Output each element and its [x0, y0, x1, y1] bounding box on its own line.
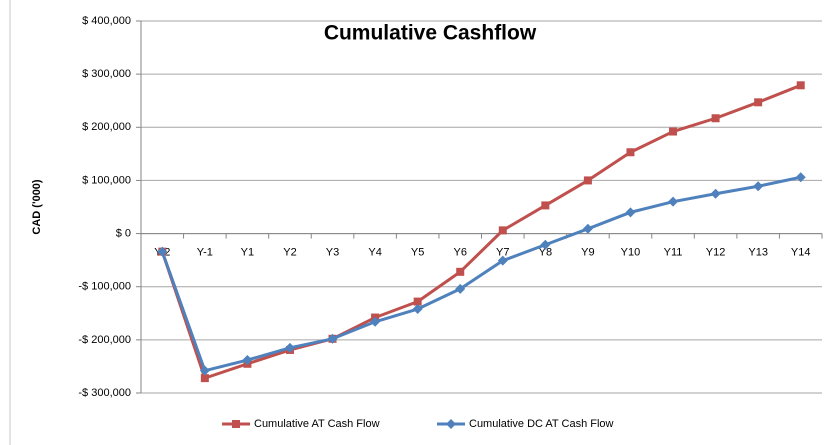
- x-tick-label: Y12: [706, 246, 726, 258]
- marker: [582, 223, 593, 234]
- marker: [200, 374, 209, 383]
- x-tick-label: Y1: [241, 246, 254, 258]
- marker: [668, 196, 679, 207]
- marker: [541, 201, 550, 210]
- marker: [284, 342, 295, 353]
- marker: [413, 297, 422, 306]
- marker: [710, 188, 721, 199]
- y-tick-label: -$ 100,000: [78, 281, 131, 293]
- legend-label: Cumulative DC AT Cash Flow: [469, 418, 614, 430]
- y-tick-label: $ 100,000: [82, 174, 131, 186]
- y-axis-label: CAD ('000): [31, 179, 43, 235]
- marker: [498, 226, 507, 235]
- marker: [583, 176, 592, 185]
- marker: [540, 239, 551, 250]
- chart-title: Cumulative Cashflow: [324, 22, 537, 45]
- x-tick-label: Y2: [283, 246, 296, 258]
- y-tick-label: $ 200,000: [82, 121, 131, 133]
- y-tick-label: -$ 200,000: [78, 334, 131, 346]
- marker: [456, 267, 465, 276]
- x-tick-label: Y3: [326, 246, 339, 258]
- y-tick-label: $ 0: [116, 227, 131, 239]
- marker: [242, 355, 253, 366]
- marker: [497, 255, 508, 266]
- x-tick-label: Y8: [539, 246, 552, 258]
- marker: [626, 148, 635, 157]
- series-line: [160, 83, 802, 380]
- marker: [232, 420, 240, 428]
- marker: [753, 181, 764, 192]
- marker: [327, 333, 338, 344]
- marker: [795, 172, 806, 183]
- x-tick-label: Y10: [621, 246, 641, 258]
- y-tick-label: -$ 300,000: [78, 387, 131, 399]
- marker: [754, 98, 763, 107]
- marker: [446, 419, 456, 429]
- marker: [199, 365, 210, 376]
- marker: [455, 283, 466, 294]
- x-tick-label: Y4: [368, 246, 381, 258]
- x-tick-label: Y7: [496, 246, 509, 258]
- x-tick-label: Y13: [748, 246, 768, 258]
- marker: [796, 81, 805, 90]
- x-tick-label: Y-1: [197, 246, 213, 258]
- y-tick-label: $ 300,000: [82, 68, 131, 80]
- marker: [157, 246, 168, 257]
- x-tick-label: Y9: [581, 246, 594, 258]
- x-tick-label: Y6: [453, 246, 466, 258]
- marker: [370, 316, 381, 327]
- x-tick-label: Y11: [664, 246, 683, 258]
- series-line: [160, 175, 802, 373]
- y-tick-label: $ 400,000: [82, 15, 131, 27]
- x-tick-label: Y5: [411, 246, 424, 258]
- x-tick-label: Y14: [791, 246, 811, 258]
- marker: [625, 207, 636, 218]
- marker: [711, 114, 720, 123]
- marker: [669, 127, 678, 136]
- legend-label: Cumulative AT Cash Flow: [254, 418, 380, 430]
- marker: [412, 304, 423, 315]
